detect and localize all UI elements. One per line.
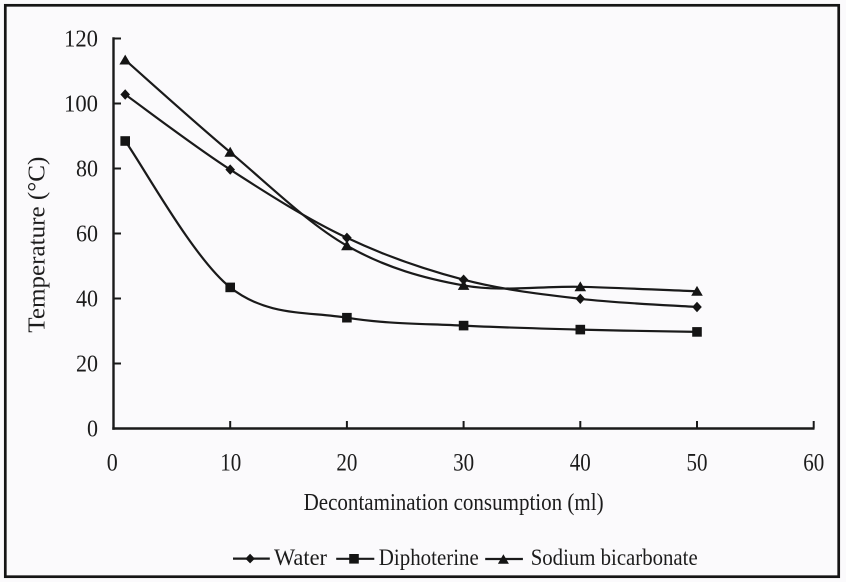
svg-text:Sodium bicarbonate: Sodium bicarbonate [531,545,698,570]
svg-text:100: 100 [64,91,98,117]
svg-text:60: 60 [76,221,98,247]
svg-text:60: 60 [803,448,824,477]
svg-text:Decontamination consumption (m: Decontamination consumption (ml) [304,490,604,516]
svg-text:Diphoterine: Diphoterine [379,545,479,570]
svg-text:20: 20 [336,448,357,477]
svg-text:40: 40 [76,286,98,312]
svg-text:80: 80 [76,156,98,182]
svg-text:0: 0 [87,416,98,442]
svg-text:Water: Water [274,545,327,570]
svg-text:40: 40 [570,448,591,477]
svg-text:30: 30 [453,448,474,477]
svg-text:120: 120 [64,26,98,52]
svg-text:10: 10 [220,448,241,477]
svg-text:50: 50 [687,448,708,477]
svg-text:20: 20 [76,351,98,377]
svg-text:Temperature (°C): Temperature (°C) [25,157,51,333]
svg-text:0: 0 [107,448,118,477]
